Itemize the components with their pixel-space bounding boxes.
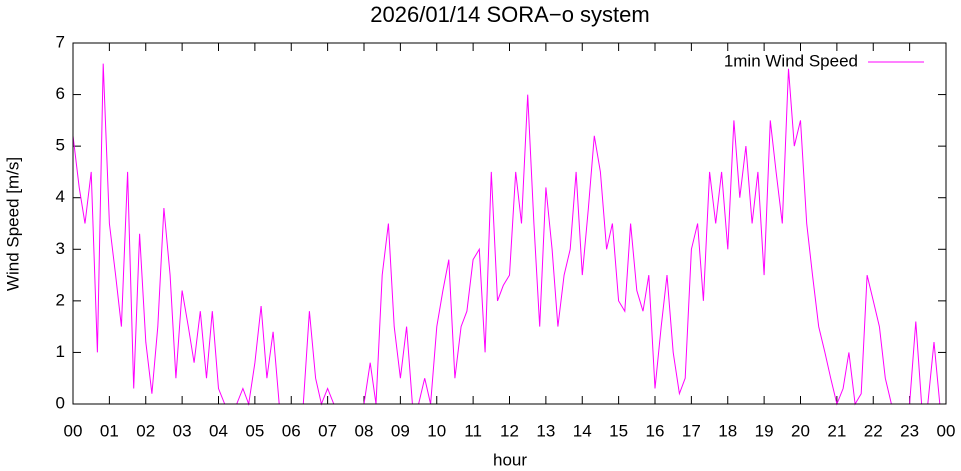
x-tick-label: 00 (64, 421, 83, 440)
x-tick-label: 05 (245, 421, 264, 440)
x-tick-label: 08 (355, 421, 374, 440)
y-tick-label: 6 (56, 84, 65, 103)
x-tick-label: 12 (500, 421, 519, 440)
x-tick-label: 20 (791, 421, 810, 440)
x-tick-label: 22 (864, 421, 883, 440)
x-tick-label: 07 (318, 421, 337, 440)
x-tick-label: 14 (573, 421, 592, 440)
x-tick-label: 16 (646, 421, 665, 440)
y-tick-label: 0 (56, 393, 65, 412)
x-tick-label: 17 (682, 421, 701, 440)
y-tick-label: 7 (56, 32, 65, 51)
x-tick-label: 19 (755, 421, 774, 440)
y-tick-label: 5 (56, 136, 65, 155)
x-tick-label: 11 (464, 421, 482, 440)
x-axis-label: hour (493, 450, 527, 469)
x-tick-label: 15 (609, 421, 628, 440)
chart-title: 2026/01/14 SORA−o system (370, 2, 649, 27)
y-tick-label: 4 (56, 187, 65, 206)
x-tick-label: 13 (536, 421, 555, 440)
x-tick-label: 18 (718, 421, 737, 440)
x-tick-label: 09 (391, 421, 410, 440)
data-line (72, 63, 941, 406)
x-tick-label: 21 (827, 421, 846, 440)
legend-label: 1min Wind Speed (724, 51, 858, 70)
y-tick-label: 1 (56, 342, 65, 361)
x-tick-label: 04 (209, 421, 228, 440)
y-axis-label: Wind Speed [m/s] (3, 157, 22, 291)
plot-frame (72, 42, 947, 405)
y-tick-label: 2 (56, 290, 65, 309)
x-tick-label: 23 (900, 421, 919, 440)
x-tick-label: 06 (282, 421, 301, 440)
x-tick-label: 00 (937, 421, 956, 440)
x-tick-label: 02 (136, 421, 155, 440)
x-tick-label: 01 (100, 421, 119, 440)
x-tick-label: 03 (173, 421, 192, 440)
y-tick-label: 3 (56, 239, 65, 258)
x-tick-label: 10 (427, 421, 446, 440)
